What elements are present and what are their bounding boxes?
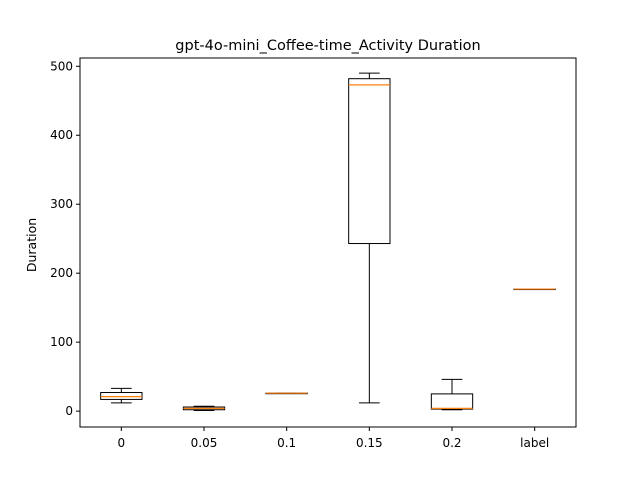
x-tick-label: 0.15	[356, 436, 383, 450]
box-body	[430, 393, 474, 410]
x-tick-label: label	[520, 436, 549, 450]
y-tick-label: 200	[50, 266, 73, 280]
axes-frame	[79, 57, 577, 428]
y-tick-label: 0	[65, 404, 73, 418]
y-tick-label: 300	[50, 197, 73, 211]
y-tick-label: 400	[50, 128, 73, 142]
chart-title: gpt-4o-mini_Coffee-time_Activity Duratio…	[175, 38, 480, 54]
x-tick-label: 0	[118, 436, 126, 450]
y-axis-label: Duration	[24, 218, 39, 272]
plot-area: 0 100 200 300 400 500 0 0.05 0.1 0.15 0.2 label	[50, 59, 556, 450]
x-tick-label: 0.05	[191, 436, 218, 450]
x-tick-label: 0.2	[442, 436, 461, 450]
box-body	[100, 392, 143, 400]
x-tick-label: 0.1	[277, 436, 296, 450]
y-tick-label: 100	[50, 335, 73, 349]
y-tick-label: 500	[50, 59, 73, 73]
box-body	[348, 78, 391, 245]
